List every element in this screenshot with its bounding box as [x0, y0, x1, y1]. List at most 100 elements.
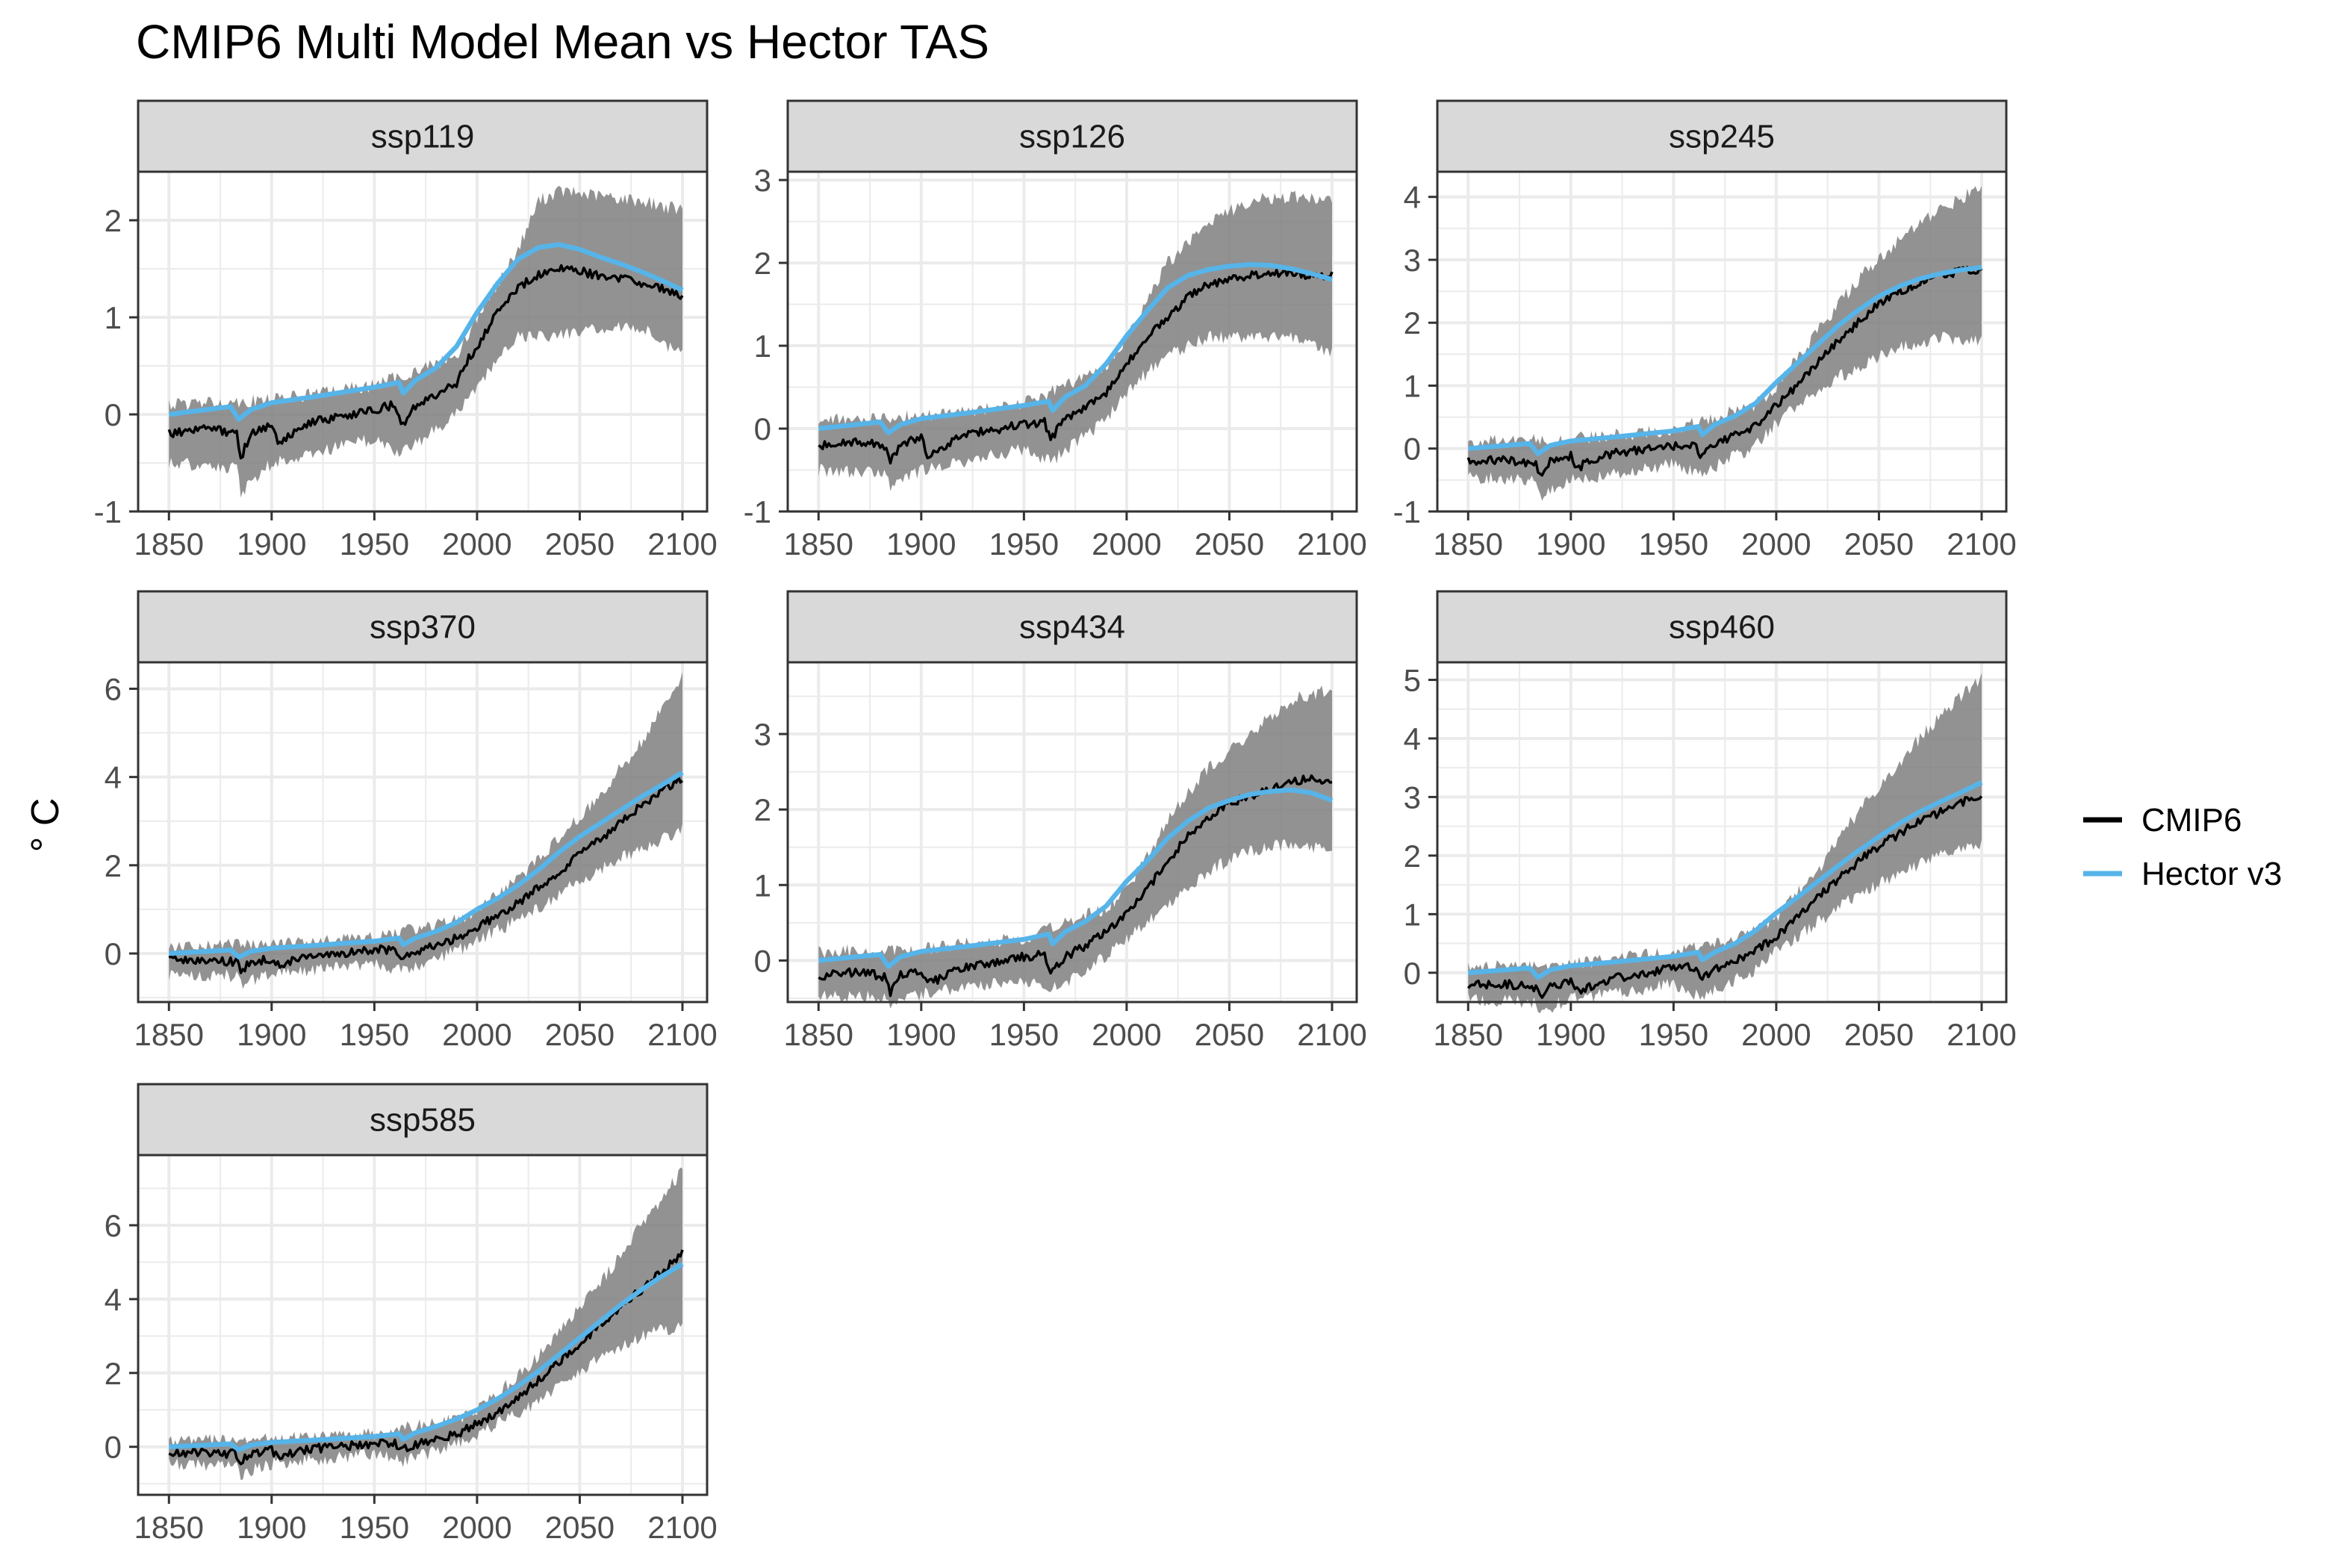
y-tick-label: 5 [1404, 663, 1421, 698]
x-tick-label: 1850 [134, 526, 204, 561]
y-tick-label: 4 [1404, 180, 1421, 215]
y-tick-label: 0 [1404, 956, 1421, 991]
y-tick-label: 6 [105, 1208, 122, 1243]
y-tick-label: 0 [105, 1430, 122, 1465]
panel-border [137, 170, 709, 513]
facet-strip [137, 1083, 709, 1157]
x-tick-label: 1900 [886, 1017, 956, 1052]
hector-series-line [168, 242, 684, 422]
y-tick-label: 2 [754, 246, 771, 281]
y-tick-label: 3 [754, 717, 771, 752]
x-tick-label: 2100 [647, 526, 717, 561]
cmip6-range-ribbon [169, 672, 683, 989]
x-tick-label: 1900 [886, 526, 956, 561]
hector-series-line [818, 262, 1333, 435]
facet-strip-label: ssp434 [1019, 609, 1125, 646]
x-tick-label: 1900 [237, 526, 306, 561]
cmip6-series-line [818, 774, 1333, 998]
facet-strip [786, 590, 1358, 664]
hector-series-line [1467, 780, 1983, 980]
cmip6-series-line [168, 775, 684, 974]
facet-strip [786, 99, 1358, 173]
x-tick-label: 2000 [442, 1510, 511, 1545]
legend-label: CMIP6 [2141, 802, 2241, 839]
panel-border [1436, 170, 2008, 513]
facet-strip-label: ssp460 [1669, 609, 1775, 646]
y-axis-label: ° C [24, 798, 67, 853]
x-tick-label: 2050 [545, 526, 615, 561]
cmip6-series-line [818, 267, 1334, 465]
y-tick-label: 4 [105, 760, 122, 795]
x-tick-label: 2050 [1195, 1017, 1264, 1052]
x-tick-label: 2100 [1297, 526, 1366, 561]
y-tick-label: 0 [105, 936, 122, 971]
y-tick-label: 2 [105, 1356, 122, 1391]
x-tick-label: 1850 [784, 526, 853, 561]
facet-strip [137, 99, 709, 173]
cmip6-series-line [167, 264, 684, 460]
x-tick-label: 2000 [442, 1017, 511, 1052]
x-tick-label: 1850 [784, 1017, 853, 1052]
x-tick-label: 1900 [237, 1510, 306, 1545]
y-tick-label: 0 [1404, 432, 1421, 467]
x-tick-label: 1950 [989, 526, 1059, 561]
chart-title: CMIP6 Multi Model Mean vs Hector TAS [136, 15, 989, 69]
y-tick-label: 6 [105, 671, 122, 706]
x-tick-label: 1900 [1536, 526, 1605, 561]
facet-strip-label: ssp585 [370, 1102, 476, 1139]
x-tick-label: 2100 [1297, 1017, 1366, 1052]
y-tick-label: 3 [1404, 780, 1421, 815]
facet-panel-ssp460: ssp460 1850 1900 1950 2000 2050 2100 0 1 2 3 4 5 [1404, 590, 2017, 1052]
y-tick-label: 1 [105, 300, 122, 335]
y-tick-label: 1 [1404, 368, 1421, 403]
y-tick-label: 4 [105, 1282, 122, 1317]
y-tick-label: 2 [1404, 305, 1421, 340]
panel-border [137, 1154, 709, 1496]
hector-series-line [168, 1262, 684, 1452]
x-tick-label: 1850 [1434, 526, 1503, 561]
facet-panel-ssp370: ssp370 1850 1900 1950 2000 2050 2100 0 2 4 6 [105, 590, 718, 1052]
x-tick-label: 1950 [1639, 526, 1708, 561]
x-tick-label: 1850 [134, 1510, 204, 1545]
x-tick-label: 2000 [1092, 526, 1161, 561]
cmip6-range-ribbon [818, 685, 1332, 1009]
y-tick-label: -1 [744, 494, 771, 529]
facet-strip-label: ssp370 [370, 609, 476, 646]
legend-label: Hector v3 [2141, 856, 2282, 892]
y-tick-label: 0 [754, 411, 771, 447]
x-tick-label: 2100 [647, 1510, 717, 1545]
x-tick-label: 1850 [1434, 1017, 1503, 1052]
y-tick-label: 3 [1404, 243, 1421, 278]
y-tick-label: 4 [1404, 721, 1421, 756]
legend: CMIP6 Hector v3 [2083, 802, 2282, 892]
x-tick-label: 2100 [647, 1017, 717, 1052]
y-tick-label: 1 [1404, 897, 1421, 932]
x-tick-label: 2100 [1947, 1017, 2016, 1052]
x-tick-label: 2050 [1195, 526, 1264, 561]
x-tick-label: 1950 [989, 1017, 1059, 1052]
y-tick-label: 2 [754, 792, 771, 827]
facet-panel-ssp585: ssp585 1850 1900 1950 2000 2050 2100 0 2 4 6 [105, 1083, 718, 1545]
y-tick-label: -1 [1393, 494, 1421, 529]
y-tick-label: 0 [754, 943, 771, 978]
hector-series-line [1467, 264, 1982, 456]
facet-panel-ssp245: ssp245 1850 1900 1950 2000 2050 2100 -1 0 1 2 3 4 [1393, 99, 2017, 561]
cmip6-range-ribbon [169, 185, 683, 498]
x-tick-label: 1950 [340, 1510, 409, 1545]
x-tick-label: 1900 [1536, 1017, 1605, 1052]
cmip6-series-line [1466, 795, 1983, 999]
cmip6-series-line [168, 1249, 684, 1466]
x-tick-label: 2000 [1741, 1017, 1811, 1052]
hector-series-line [818, 787, 1334, 969]
x-tick-label: 2050 [545, 1017, 615, 1052]
cmip6-range-ribbon [169, 1167, 683, 1481]
x-tick-label: 2000 [442, 526, 511, 561]
x-tick-label: 1850 [134, 1017, 204, 1052]
facet-strip-label: ssp126 [1019, 119, 1125, 155]
panel-border [1436, 661, 2008, 1004]
panel-border [137, 661, 709, 1004]
facet-strip [137, 590, 709, 664]
x-tick-label: 1950 [340, 526, 409, 561]
